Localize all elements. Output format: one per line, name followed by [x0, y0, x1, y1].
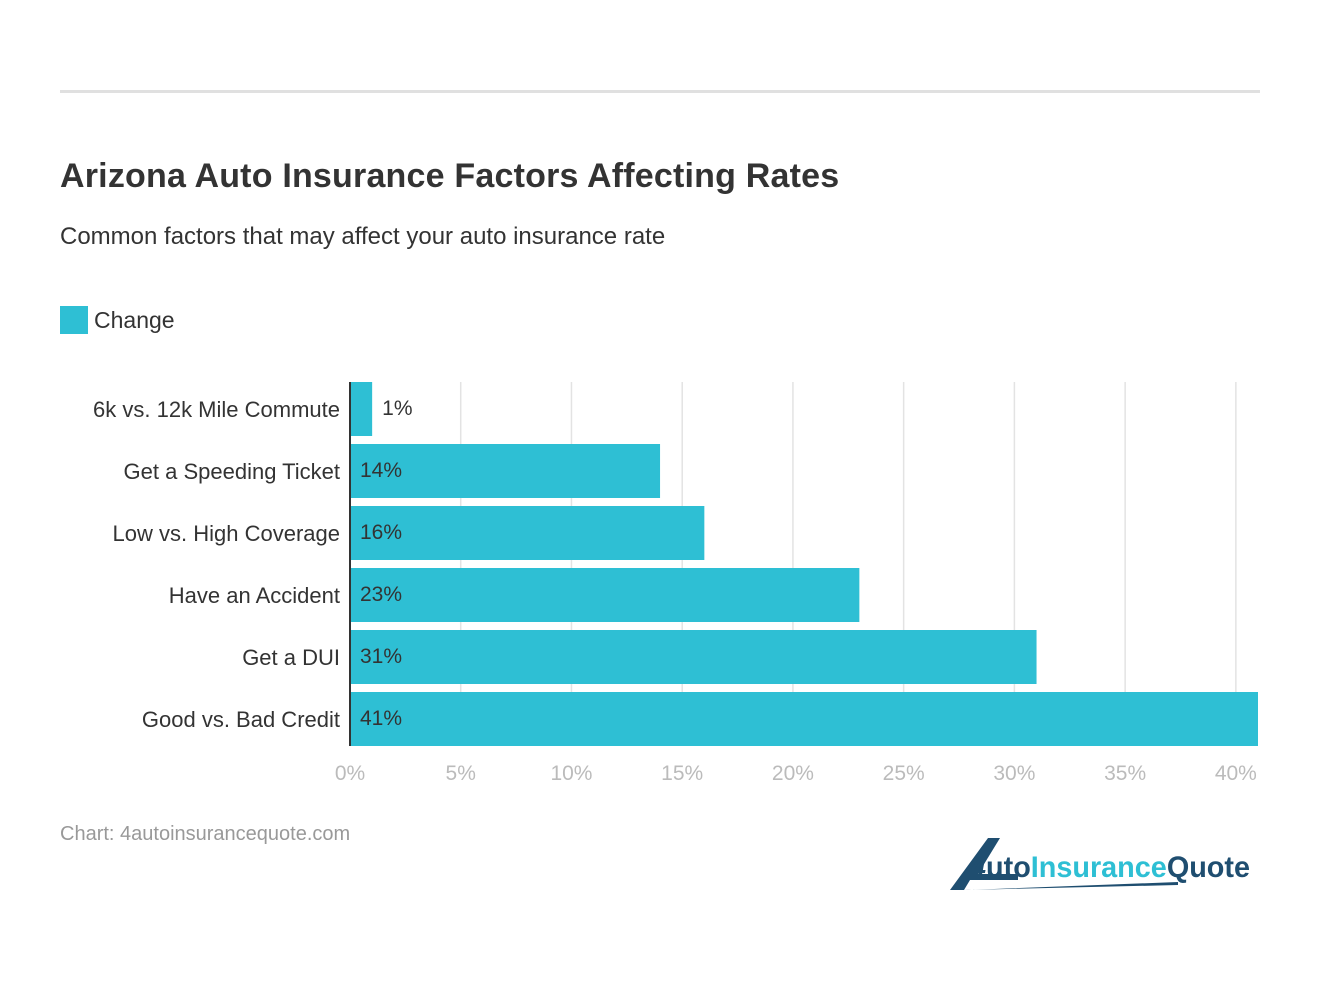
chart-subtitle: Common factors that may affect your auto…: [60, 223, 666, 250]
legend: Change: [60, 306, 175, 334]
category-label: Get a Speeding Ticket: [124, 459, 340, 484]
bar: [350, 506, 705, 560]
legend-label: Change: [94, 306, 175, 333]
x-tick-label: 35%: [1104, 762, 1146, 785]
data-label: 23%: [360, 583, 402, 606]
data-label: 31%: [360, 645, 402, 668]
x-tick-label: 30%: [993, 762, 1035, 785]
data-label: 1%: [382, 397, 412, 420]
x-tick-label: 5%: [446, 762, 476, 785]
bar: [350, 692, 1258, 746]
logo: 4utoInsuranceQuote: [950, 838, 1250, 890]
chart-title: Arizona Auto Insurance Factors Affecting…: [60, 157, 840, 195]
category-label: Low vs. High Coverage: [113, 521, 340, 546]
bar: [350, 444, 661, 498]
svg-text:4utoInsuranceQuote: 4utoInsuranceQuote: [969, 851, 1250, 884]
category-label: Get a DUI: [242, 645, 340, 670]
divider: [60, 90, 1260, 93]
x-tick-label: 0%: [335, 762, 365, 785]
data-label: 16%: [360, 521, 402, 544]
x-tick-label: 10%: [550, 762, 592, 785]
data-label: 41%: [360, 707, 402, 730]
category-label: Good vs. Bad Credit: [142, 707, 340, 732]
legend-swatch: [60, 306, 88, 334]
bar: [350, 630, 1037, 684]
x-tick-label: 25%: [883, 762, 925, 785]
bar: [350, 568, 860, 622]
data-label: 14%: [360, 459, 402, 482]
category-label: Have an Accident: [169, 583, 340, 608]
source-credit: Chart: 4autoinsurancequote.com: [60, 823, 351, 845]
category-label: 6k vs. 12k Mile Commute: [93, 397, 340, 422]
bar: [350, 382, 373, 436]
x-tick-label: 40%: [1215, 762, 1257, 785]
x-tick-label: 15%: [661, 762, 703, 785]
x-tick-label: 20%: [772, 762, 814, 785]
